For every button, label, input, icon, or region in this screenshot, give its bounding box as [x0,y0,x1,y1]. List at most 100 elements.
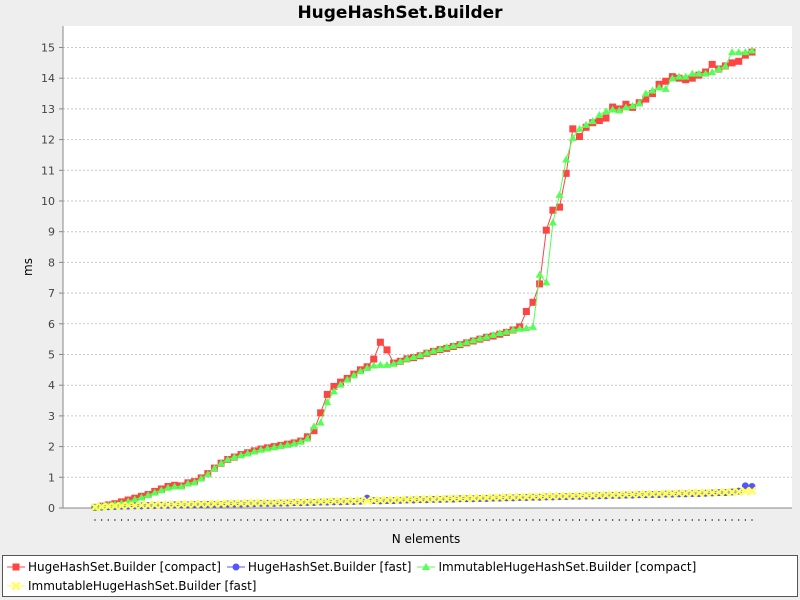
y-tick-label: 4 [48,379,55,392]
data-point [529,298,537,306]
data-point [269,498,279,508]
data-point [236,499,246,508]
data-point [150,500,160,510]
data-point [522,308,530,316]
data-point [342,496,352,506]
data-point [449,494,458,503]
y-tick-label: 3 [48,410,55,423]
data-point [462,493,471,503]
data-point [422,494,432,504]
legend-item: ImmutableHugeHashSet.Builder [compact] [417,560,696,574]
data-point [588,491,598,500]
data-point [343,375,352,383]
data-point [568,134,577,142]
legend-swatch [7,563,25,571]
data-point [217,459,226,467]
data-point [322,497,332,506]
legend-label: ImmutableHugeHashSet.Builder [fast] [28,579,257,593]
data-point [468,493,478,503]
data-point [370,355,378,363]
data-point [256,445,265,453]
data-point [197,474,206,482]
data-point [356,496,365,505]
data-point [176,500,186,509]
data-point [336,496,345,506]
data-point [415,495,425,504]
data-point [383,360,391,368]
data-point [170,482,179,490]
data-point [748,46,756,54]
data-point [608,105,617,113]
data-point [283,498,292,507]
data-point [621,490,631,499]
y-tick-label: 5 [48,348,55,361]
data-point [330,382,338,390]
data-point [556,203,564,211]
data-point [196,499,206,509]
data-point [395,495,405,504]
data-point [317,409,325,417]
y-tick-label: 13 [41,103,55,116]
x-axis-label: N elements [392,532,461,546]
data-point [714,64,723,72]
data-point [648,86,657,94]
data-point [482,332,491,340]
data-point [249,498,259,508]
y-tick-label: 1 [48,471,55,484]
data-point [495,493,505,502]
legend-item: HugeHashSet.Builder [fast] [226,560,412,574]
data-point [110,501,120,511]
data-point [289,497,299,507]
data-point [681,72,690,80]
data-point [250,447,259,455]
data-point [210,499,219,508]
data-point [688,69,697,77]
data-point [727,487,737,497]
legend-label: HugeHashSet.Builder [compact] [28,560,221,574]
data-point [488,493,498,502]
data-point [422,563,431,570]
data-point [349,371,358,379]
data-point [12,563,20,571]
data-point [734,48,743,56]
data-point [336,380,345,388]
chart-title: HugeHashSet.Builder [297,3,503,23]
data-point [734,487,744,497]
data-point [316,497,325,506]
legend-swatch [417,563,436,570]
data-point [662,77,670,85]
data-point [502,327,511,335]
data-point [376,338,384,346]
data-point [402,354,411,362]
data-point [144,491,153,499]
data-point [157,500,166,510]
data-point [475,334,484,342]
data-point [143,500,153,510]
data-point [263,498,272,508]
data-point [290,439,299,447]
data-point [682,76,690,84]
data-point [409,495,418,504]
series-line [94,490,753,508]
data-point [283,440,292,448]
data-point [329,496,339,506]
data-point [735,57,743,65]
data-point [535,270,544,278]
data-point [310,427,318,435]
data-point [655,83,664,91]
legend-row: ImmutableHugeHashSet.Builder [fast] [7,577,262,595]
legend-item: HugeHashSet.Builder [compact] [7,560,221,574]
data-point [728,48,737,56]
data-point [396,357,405,365]
data-point [482,493,491,503]
data-point [741,51,749,59]
legend-label: HugeHashSet.Builder [fast] [247,560,412,574]
data-point [190,478,199,486]
data-point [203,499,213,509]
data-point [741,486,750,496]
data-point [562,169,570,177]
data-point [721,487,730,497]
data-point [296,437,305,445]
data-point [582,120,591,128]
